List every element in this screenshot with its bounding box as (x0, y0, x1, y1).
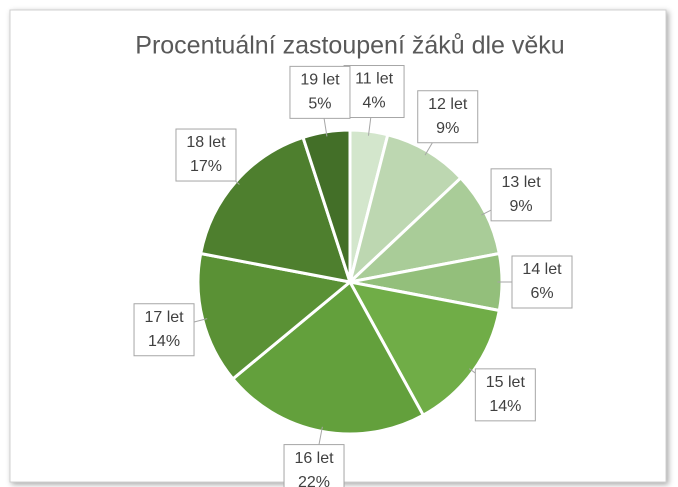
value-label: 14% (148, 333, 180, 350)
category-label: 14 let (522, 261, 562, 278)
value-label: 5% (308, 96, 331, 113)
label-box (175, 128, 237, 182)
chart-title: Procentuální zastoupení žáků dle věku (135, 32, 564, 60)
label-box (474, 368, 536, 422)
value-label: 22% (298, 474, 330, 487)
value-label: 9% (436, 120, 459, 137)
category-label: 15 let (486, 374, 526, 391)
label-box (417, 90, 479, 144)
category-label: 16 let (294, 450, 334, 467)
value-label: 9% (510, 198, 533, 215)
label-box (289, 65, 351, 119)
label-box (343, 65, 405, 119)
value-label: 14% (489, 398, 521, 415)
category-label: 18 let (186, 134, 226, 151)
value-label: 6% (530, 285, 553, 302)
label-box (511, 255, 573, 309)
category-label: 13 let (502, 174, 542, 191)
label-box (133, 303, 195, 357)
category-label: 17 let (144, 309, 184, 326)
category-label: 11 let (355, 71, 394, 88)
label-box (283, 444, 345, 487)
label-box (490, 168, 552, 222)
value-label: 4% (363, 95, 386, 112)
value-label: 17% (190, 158, 222, 175)
category-label: 19 let (300, 72, 340, 89)
category-label: 12 let (428, 96, 468, 113)
